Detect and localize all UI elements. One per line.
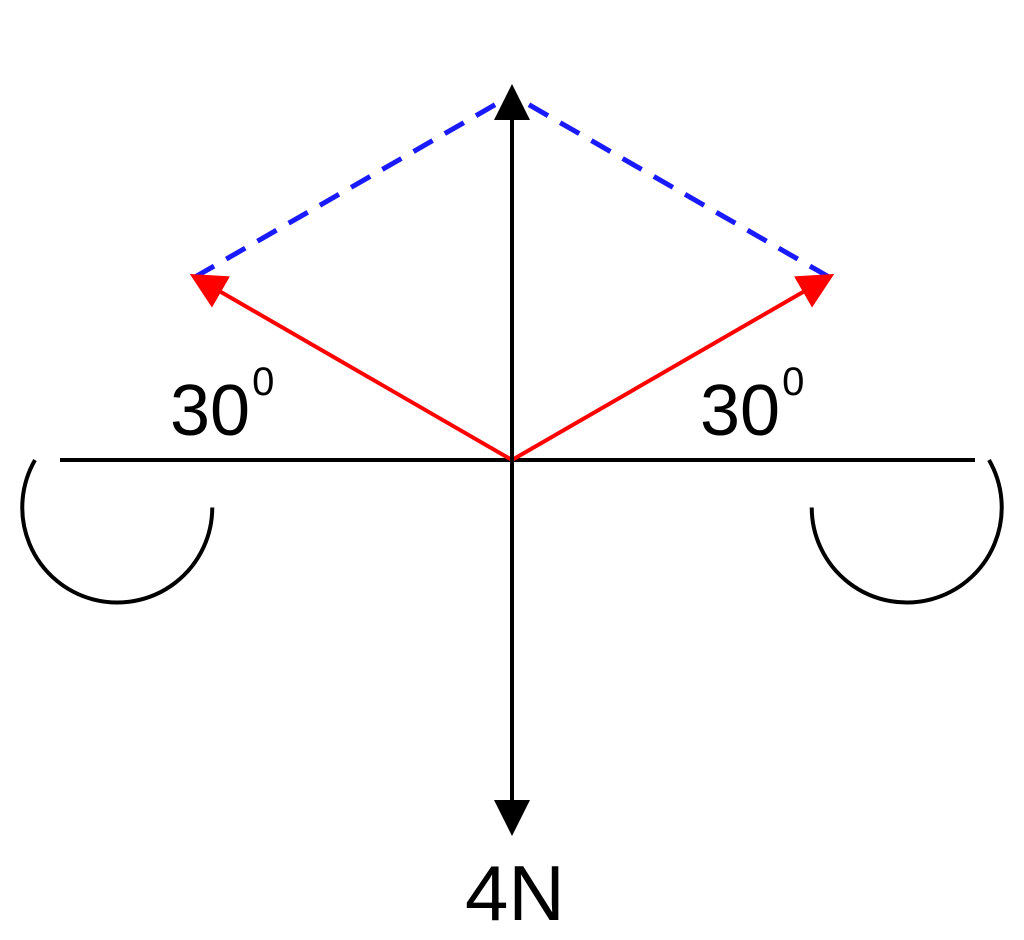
angle-label-right: 300 — [700, 360, 804, 451]
force-diagram: 300 300 4N — [0, 0, 1024, 940]
construction-line-right — [512, 95, 829, 277]
angle-arc-right — [812, 460, 1002, 602]
angle-arc-left — [22, 460, 212, 602]
angle-label-left: 300 — [170, 360, 274, 451]
construction-line-left — [195, 95, 512, 277]
force-label: 4N — [465, 849, 565, 937]
